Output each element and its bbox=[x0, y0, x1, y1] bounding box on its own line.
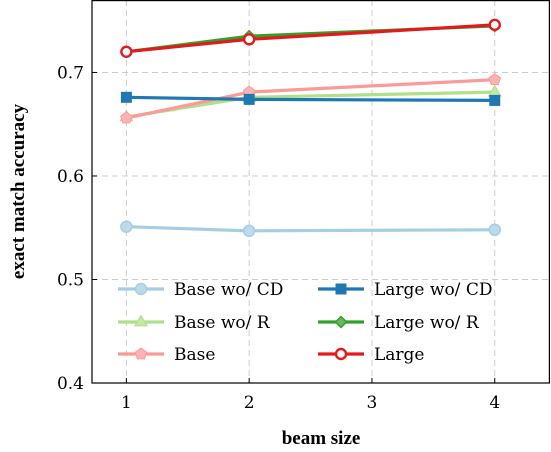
data-point bbox=[120, 91, 132, 103]
series bbox=[120, 91, 501, 106]
x-tick-label: 2 bbox=[244, 393, 255, 413]
grid bbox=[92, 0, 550, 384]
legend-marker bbox=[134, 347, 148, 360]
data-point bbox=[489, 94, 501, 106]
legend-item: Large bbox=[318, 345, 425, 365]
series bbox=[119, 84, 502, 122]
series-line bbox=[126, 24, 495, 54]
data-point bbox=[243, 93, 255, 105]
x-tick-label: 3 bbox=[367, 393, 378, 413]
data-point bbox=[242, 33, 256, 46]
plot-frame bbox=[91, 0, 550, 384]
legend-marker bbox=[134, 282, 148, 296]
data-point bbox=[488, 18, 501, 32]
legend-label: Base bbox=[174, 345, 215, 365]
data-point bbox=[120, 111, 133, 124]
legend-item: Large wo/ CD bbox=[318, 280, 492, 300]
legend-label: Base wo/ R bbox=[174, 313, 271, 333]
y-axis-label: exact match accuracy bbox=[8, 103, 29, 279]
legend-label: Base wo/ CD bbox=[174, 280, 283, 300]
x-tick-label: 4 bbox=[489, 393, 500, 413]
x-axis-label: beam size bbox=[282, 428, 361, 449]
series-layer bbox=[119, 18, 502, 238]
legend-label: Large bbox=[374, 345, 425, 365]
series-line bbox=[126, 90, 495, 119]
x-tick-label: 1 bbox=[121, 393, 132, 413]
y-tick-label: 0.5 bbox=[57, 270, 84, 290]
y-tick-label: 0.7 bbox=[57, 63, 84, 83]
legend-marker bbox=[334, 315, 348, 329]
data-point bbox=[488, 223, 501, 237]
data-point bbox=[120, 220, 133, 233]
data-point bbox=[120, 45, 133, 58]
ticks: 1 2 3 4 0.4 0.5 0.6 0.7 bbox=[57, 63, 500, 413]
legend-marker bbox=[334, 347, 348, 361]
y-tick-label: 0.6 bbox=[57, 167, 84, 187]
y-tick-label: 0.4 bbox=[57, 374, 84, 394]
series-line bbox=[126, 225, 495, 233]
series bbox=[120, 18, 501, 58]
data-point bbox=[242, 224, 256, 238]
series bbox=[119, 19, 502, 59]
legend-item: Large wo/ R bbox=[318, 313, 480, 333]
series bbox=[120, 73, 502, 124]
legend-item: Base wo/ R bbox=[118, 313, 271, 333]
legend-item: Base bbox=[118, 345, 215, 365]
legend-marker bbox=[335, 283, 347, 295]
legend-label: Large wo/ CD bbox=[374, 280, 492, 300]
series bbox=[120, 220, 501, 238]
series-line bbox=[126, 23, 495, 54]
legend-item: Base wo/ CD bbox=[118, 280, 283, 300]
series-line bbox=[126, 95, 495, 103]
data-point bbox=[488, 73, 502, 86]
legend-label: Large wo/ R bbox=[374, 313, 480, 333]
legend: Base wo/ CD Base wo/ R Base Large wo/ CD Lar… bbox=[118, 280, 492, 365]
legend-marker bbox=[133, 314, 149, 327]
